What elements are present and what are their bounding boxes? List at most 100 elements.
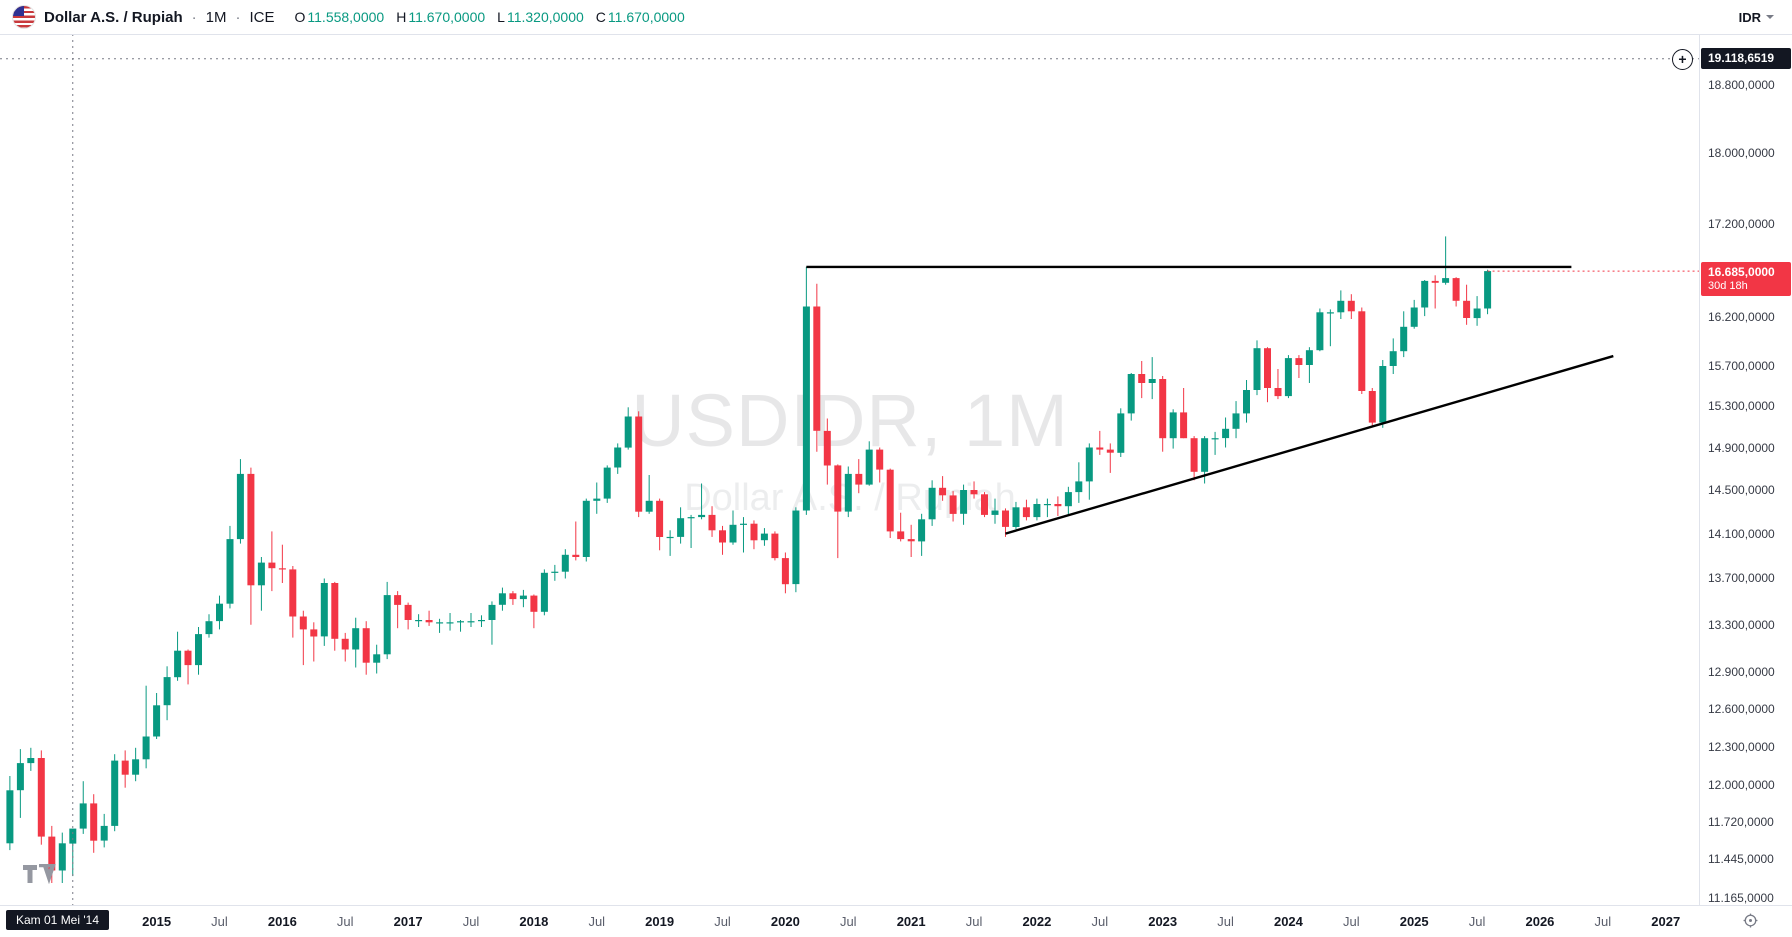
price-axis-tick: 13.700,0000 [1708, 571, 1775, 586]
time-axis-tick: Jul [839, 914, 857, 929]
candle-body [446, 622, 454, 624]
time-axis-tick: 2018 [519, 914, 549, 929]
price-axis-tick: 11.445,0000 [1708, 851, 1774, 866]
crosshair-price-badge: 19.118,6519 [1701, 48, 1791, 70]
axis-settings-icon[interactable] [1743, 913, 1758, 933]
candle-body [352, 628, 360, 650]
candle-body [624, 416, 632, 448]
candle-body [551, 571, 559, 573]
time-axis-tick: 2023 [1148, 914, 1178, 929]
currency-selector[interactable]: IDR [1733, 7, 1780, 28]
crosshair-date-badge: Kam 01 Mei '14 [6, 910, 109, 930]
candle-body [1295, 358, 1303, 365]
candle-body [750, 523, 758, 541]
time-axis-tick: Jul [1343, 914, 1360, 929]
candle-body [1284, 358, 1292, 397]
ohlc-o: O 11.558,0000 [294, 9, 385, 25]
candle-body [939, 487, 947, 496]
candle-body [970, 490, 978, 495]
candle-body [729, 524, 737, 543]
candle-body [918, 519, 926, 542]
candle-body [425, 620, 433, 623]
candle-body [48, 836, 56, 871]
symbol-title[interactable]: Dollar A.S. / Rupiah [44, 8, 183, 26]
candle-body [614, 447, 622, 468]
candle-body [331, 583, 339, 639]
price-axis[interactable]: 18.800,0000 18.000,0000 17.200,0000 16.200,… [1699, 34, 1792, 906]
candle-body [90, 803, 98, 841]
time-axis-tick: 2019 [645, 914, 675, 929]
time-axis-tick: Jul [1594, 914, 1612, 929]
plus-icon: + [1678, 51, 1687, 68]
candle-body [132, 759, 140, 775]
candle-body [572, 554, 580, 557]
time-axis-tick: Jul [211, 914, 228, 929]
bar-countdown: 30d 18h [1708, 280, 1748, 293]
candle-body [876, 449, 884, 470]
chart-pane[interactable]: USDIDR, 1M Dollar A.S. / Rupiah + [0, 34, 1700, 906]
interval-label[interactable]: 1M [205, 8, 227, 26]
time-axis-tick: Jul [336, 914, 354, 929]
candle-body [1368, 391, 1376, 423]
tradingview-logo[interactable] [22, 862, 58, 889]
time-axis[interactable]: 2015 Jul 2016 Jul 2017 Jul 2018 Jul 2019 Jul 2020 J… [0, 905, 1792, 937]
ohlc-legend: O 11.558,0000 H 11.670,0000 L 11.320,0000 C 11.… [295, 9, 685, 25]
time-axis-tick: 2022 [1022, 914, 1052, 929]
time-axis-tick: Jul [1217, 914, 1234, 929]
candle-body [897, 531, 905, 540]
candle-body [1106, 449, 1114, 453]
candle-body [1463, 300, 1471, 318]
price-axis-tick: 11.165,0000 [1708, 890, 1774, 905]
candle-body [1410, 307, 1418, 327]
candle-body [1274, 388, 1282, 397]
tradingview-logo-icon [23, 862, 57, 885]
candle-body [666, 536, 674, 539]
candle-body [1305, 350, 1313, 365]
candle-body [195, 634, 202, 666]
candle-body [855, 473, 863, 485]
add-alert-button[interactable]: + [1672, 48, 1693, 70]
last-price-badge: 16.685,0000 30d 18h [1701, 262, 1791, 297]
candle-body [1033, 504, 1041, 518]
candle-body [960, 490, 968, 514]
candle-body [320, 583, 328, 637]
candle-body [949, 495, 957, 514]
candle-body [519, 595, 527, 600]
candle-body [865, 449, 873, 485]
title-separator: · [191, 8, 197, 26]
chevron-down-icon [1766, 15, 1774, 19]
price-axis-tick: 12.900,0000 [1708, 665, 1775, 680]
candle-body [1473, 308, 1481, 319]
ohlc-c: C 11.670,0000 [595, 9, 685, 25]
candle-body [27, 758, 35, 764]
candle-body [488, 604, 496, 620]
candle-body [708, 514, 716, 531]
candle-body [1358, 311, 1366, 391]
candle-body [1002, 510, 1009, 527]
candle-body [635, 416, 643, 512]
price-axis-tick: 18.000,0000 [1708, 145, 1775, 160]
candle-body [163, 677, 171, 706]
candle-body [37, 758, 45, 837]
candle-body [299, 616, 307, 630]
time-axis-tick: 2015 [142, 914, 172, 929]
candle-body [1337, 300, 1345, 313]
candle-body [593, 498, 601, 501]
candle-body [1400, 326, 1408, 352]
time-axis-tick: Jul [965, 914, 983, 929]
candle-body [844, 473, 852, 512]
candle-body [740, 523, 747, 525]
candle-body [153, 705, 161, 737]
candle-body [603, 467, 611, 499]
candle-body [561, 554, 569, 572]
ohlc-h: H 11.670,0000 [396, 9, 486, 25]
time-axis-tick: 2026 [1525, 914, 1555, 929]
price-axis-tick: 15.300,0000 [1708, 399, 1775, 414]
candle-body [383, 595, 391, 655]
candle-body [698, 514, 706, 518]
candle-body [1064, 492, 1072, 507]
support-trendline[interactable] [1005, 354, 1614, 535]
candle-body [278, 568, 286, 570]
price-axis-tick: 12.600,0000 [1708, 701, 1775, 716]
